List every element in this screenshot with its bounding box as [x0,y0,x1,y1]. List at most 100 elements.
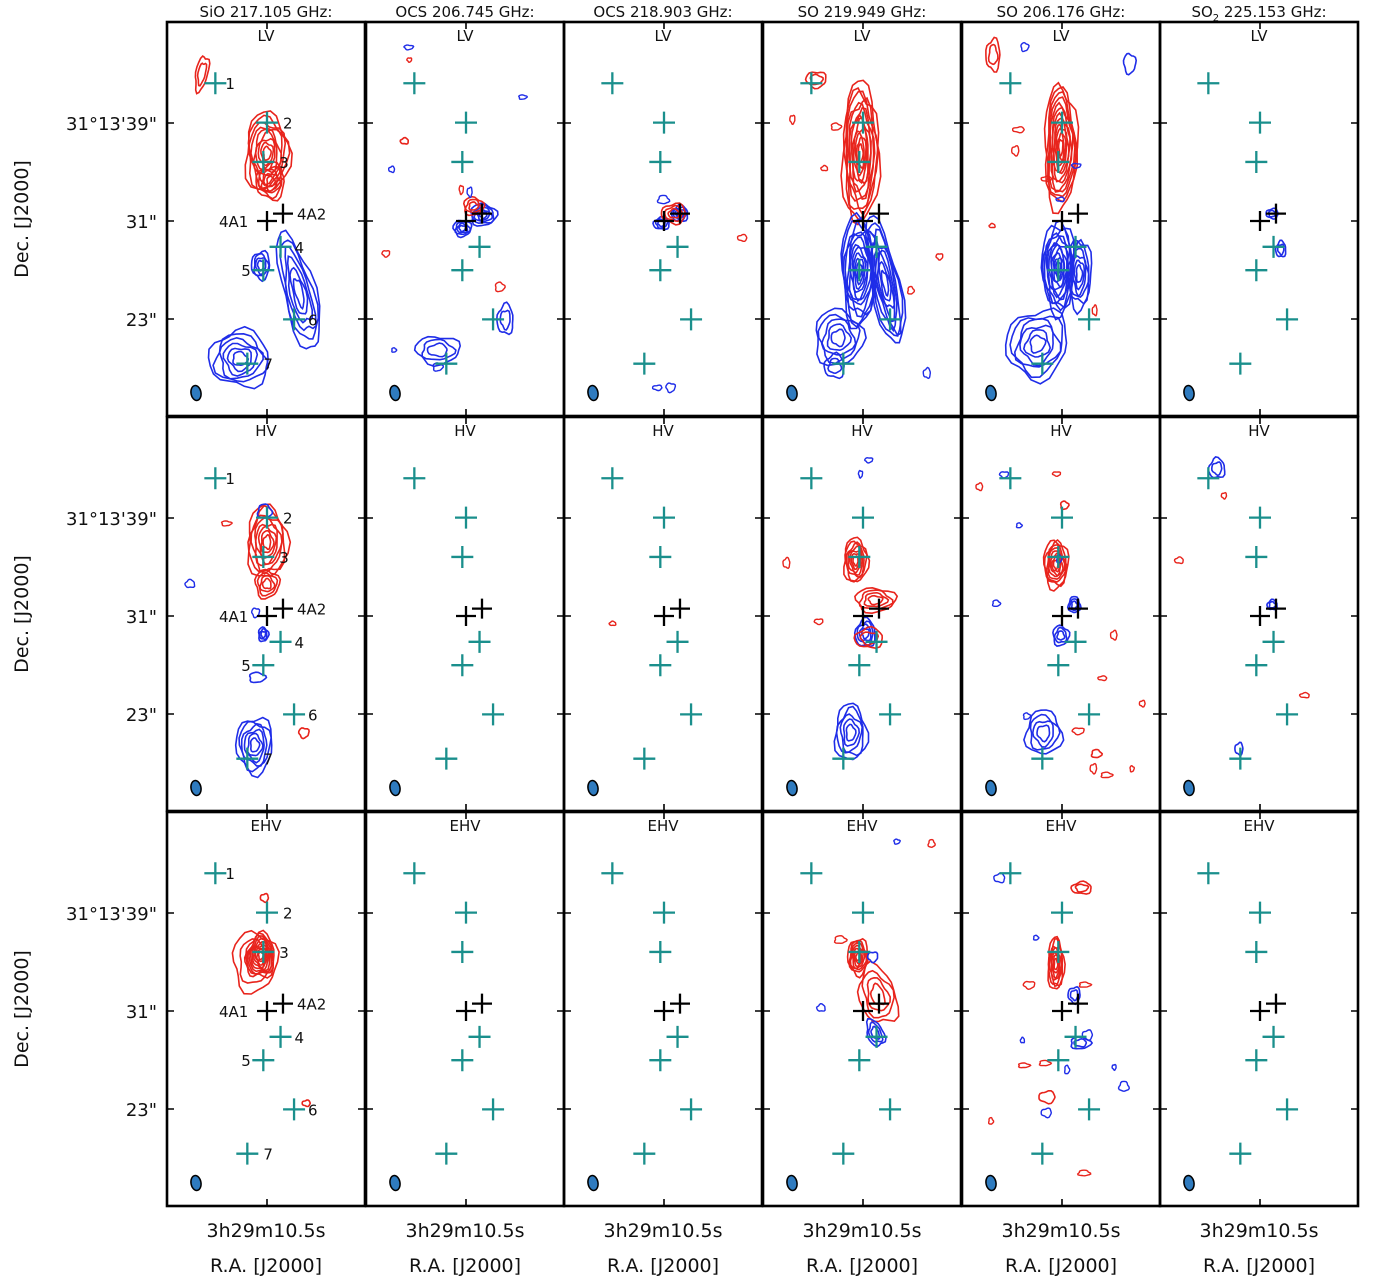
source-marker-5 [848,654,871,677]
redshifted-contour [259,574,276,593]
redshifted-contour [848,939,869,973]
protostar-marker-4A2 [669,598,690,619]
blueshifted-contour [248,671,268,684]
redshifted-contour [849,942,868,971]
velocity-label: HV [255,422,277,440]
redshifted-contour [850,552,861,571]
source-marker-7 [236,352,259,375]
y-tick-label: 31°13'39" [66,114,157,135]
redshifted-contour [1056,131,1065,162]
axis-ticks [366,417,564,811]
y-tick-label: 31°13'39" [66,904,157,925]
source-marker-3 [649,545,672,568]
source-marker-4 [269,630,292,653]
noise-contour [830,122,843,131]
source-marker-4 [1262,1025,1285,1048]
velocity-label: LV [258,27,276,45]
source-marker-2 [1051,901,1073,924]
y-tick-label: 31" [126,212,157,233]
source-marker-1 [204,862,227,885]
redshifted-contour [250,514,284,575]
source-marker-5 [252,259,275,282]
noise-contour [1097,675,1108,682]
source-label: 3 [279,944,289,962]
blueshifted-contour [864,214,907,344]
source-marker-3 [649,940,672,963]
axis-ticks [366,22,564,416]
velocity-label: LV [655,27,673,45]
protostar-marker-4A2 [669,203,690,224]
panel-5-0: LV [1158,20,1360,418]
protostar-marker-4A2 [1265,598,1286,619]
x-tick-label: 3h29m10.5s [1001,1220,1120,1242]
source-marker-4 [1064,235,1087,258]
y-axis-labels: Dec. [J2000] 31°13'39" 31" 23" Dec. [J2000] 3… [11,114,157,1121]
noise-contour [1063,1064,1071,1075]
noise-contour [1078,981,1093,988]
source-marker-5 [252,1049,275,1072]
noise-contour [813,618,824,626]
noise-contour [1040,175,1053,183]
velocity-label: EHV [1045,817,1077,835]
source-marker-3 [1245,150,1268,173]
protostar-marker-4A1 [853,211,873,231]
redshifted-contour [856,960,900,1023]
redshifted-contour [846,937,869,979]
source-marker-3 [451,940,474,963]
protostar-marker-4A2 [272,203,293,224]
column-titles: SiO 217.105 GHz: OCS 206.745 GHz: OCS 218.… [200,3,1327,24]
redshifted-contour [1046,90,1078,198]
protostar-marker-4A2 [669,993,690,1014]
noise-contour [1070,162,1082,170]
redshifted-contour [1053,957,1059,971]
x-axis-title: R.A. [J2000] [1005,1255,1117,1277]
blueshifted-contour [421,338,457,361]
protostar-marker-4A2 [1265,203,1286,224]
source-marker-7 [236,747,259,770]
noise-contour [220,520,233,527]
x-axis-title: R.A. [J2000] [806,1255,918,1277]
source-marker-7 [1229,747,1252,770]
source-marker-1 [999,467,1022,490]
panel-frame [1158,810,1360,1208]
source-label: 4A2 [297,206,326,224]
noise-contour [1138,699,1146,708]
column-title: SO 206.176 GHz: [997,3,1126,21]
panel-2-0: LV [562,20,764,418]
blueshifted-contour [835,705,864,757]
y-tick-label: 31" [126,607,157,628]
blueshifted-contour [871,242,898,333]
source-label: 4A2 [297,601,326,619]
blueshifted-contour [1036,724,1051,743]
blueshifted-contour [426,342,448,358]
noise-contour [406,57,413,64]
noise-contour [1089,762,1098,775]
source-marker-2 [1249,901,1271,924]
source-marker-6 [1276,1098,1299,1121]
blueshifted-contour [827,357,843,375]
redshifted-contour [253,568,282,600]
beam-ellipse [190,384,202,402]
beam-ellipse [587,384,599,402]
blueshifted-contour [842,718,861,747]
source-marker-7 [1229,352,1252,375]
protostar-marker-4A2 [1067,598,1088,619]
source-marker-4 [1262,235,1285,258]
protostar-marker-4A1 [257,211,277,231]
source-marker-6 [879,703,902,726]
contour-panels: 1 2 3 4A1 4A2 4 5 6 7 LV 1 2 3 4A1 4A2 4 5 6 7 HV 1 2 3 4A1 4A2 4… [165,20,1360,1208]
blueshifted-contour [880,269,890,298]
axis-ticks [167,417,365,811]
source-marker-3 [1047,150,1070,173]
blueshifted-contour [1050,246,1066,288]
redshifted-contour [804,71,827,90]
source-marker-1 [601,72,624,95]
redshifted-contour [987,43,999,66]
blueshifted-contour [292,278,305,310]
blueshifted-contour [1276,243,1285,256]
noise-contour [1173,556,1184,565]
redshifted-contour [266,175,277,188]
source-marker-7 [832,1142,855,1165]
source-marker-4 [269,1025,292,1048]
noise-contour [1117,1080,1131,1092]
